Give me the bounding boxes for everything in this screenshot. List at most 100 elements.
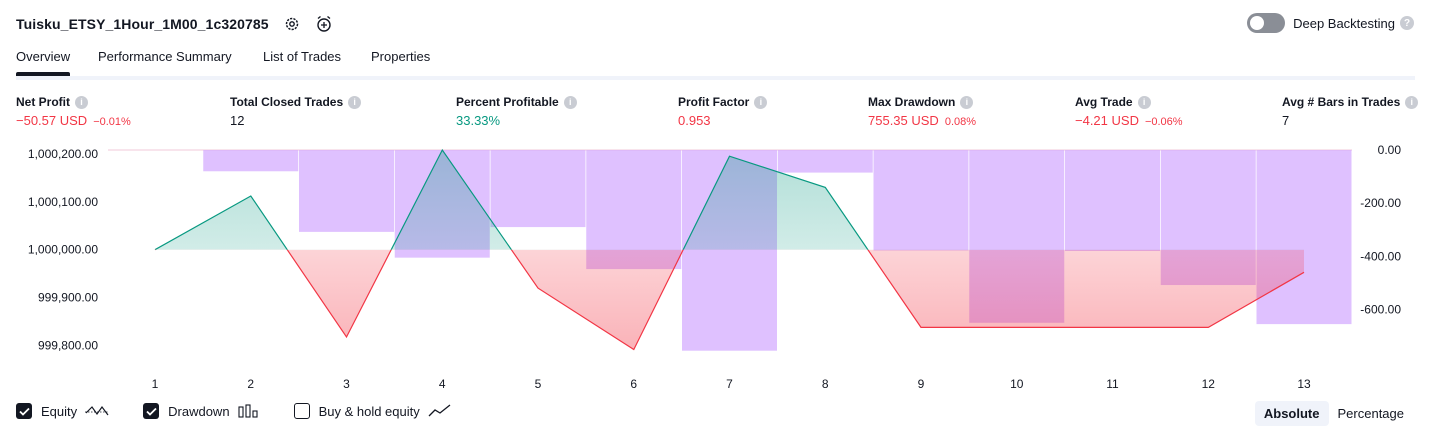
metric-label: Profit Factor i [678,94,768,110]
metric-label: Total Closed Trades i [230,94,362,110]
drawdown-bar [1065,150,1160,252]
legend-drawdown-label: Drawdown [168,403,230,419]
x-axis-tick: 9 [918,377,925,391]
metric-label-text: Avg # Bars in Trades [1282,95,1401,109]
equity-line-profit [154,148,869,250]
x-axis-tick: 10 [1010,377,1024,391]
metric-value-text: −50.57 USD [16,113,88,128]
metric-card: Net Profit i −50.57 USD −0.01% [16,94,131,129]
chart-legend: Equity Drawdown Buy & hold equity [16,403,486,419]
x-axis-tick: 5 [535,377,542,391]
equity-area-loss [287,249,1304,350]
tab-overview[interactable]: Overview [16,49,71,76]
metric-label-text: Max Drawdown [868,95,956,109]
legend-equity-label: Equity [41,403,78,419]
metric-label-text: Profit Factor [678,95,750,109]
metric-value: 0.953 [678,113,767,129]
info-icon[interactable]: i [1405,95,1419,109]
metric-label: Percent Profitable i [456,94,577,110]
tab-properties[interactable]: Properties [371,49,431,64]
buy-hold-checkbox[interactable] [293,403,310,419]
gear-icon[interactable] [283,15,301,33]
left-axis-tick: 1,000,100.00 [28,195,98,209]
left-axis-tick: 999,800.00 [38,339,98,353]
metric-percent: −0.01% [93,116,131,128]
x-axis-tick: 2 [247,377,254,391]
x-axis-tick: 8 [822,377,829,391]
equity-area-profit [155,150,1304,250]
deep-backtesting-label: Deep Backtesting [1293,15,1395,31]
percentage-button[interactable]: Percentage [1337,406,1405,421]
x-axis-tick: 3 [343,377,350,391]
metric-value: 12 [230,113,361,129]
info-icon[interactable]: i [960,95,974,109]
metric-label: Avg Trade i [1075,94,1183,110]
legend-drawdown[interactable]: Drawdown [143,403,259,419]
metric-value: 7 [1282,113,1418,129]
info-icon[interactable]: i [563,95,577,109]
x-axis-tick: 6 [630,377,637,391]
info-icon[interactable]: i [348,95,362,109]
left-axis-tick: 1,000,000.00 [28,243,98,257]
absolute-button[interactable]: Absolute [1254,401,1329,426]
right-axis-tick: -600.00 [1360,302,1401,316]
metric-label-text: Percent Profitable [456,95,559,109]
x-axis-tick: 1 [152,377,159,391]
x-axis-tick: 13 [1297,377,1311,391]
metric-percent: 0.08% [944,116,977,128]
x-axis-tick: 12 [1202,377,1216,391]
metric-card: Profit Factor i 0.953 [678,94,768,129]
help-icon[interactable]: ? [1400,16,1414,30]
metric-value: −4.21 USD −0.06% [1075,113,1183,129]
metric-percent: −0.06% [1144,116,1183,128]
metric-card: Percent Profitable i 33.33% [456,94,577,129]
metric-value-text: 755.35 USD [868,113,939,128]
left-axis-tick: 1,000,200.00 [28,147,98,161]
metric-label-text: Avg Trade [1075,95,1133,109]
legend-buy-hold-label: Buy & hold equity [318,403,420,419]
metric-value-text: −4.21 USD [1075,113,1139,128]
drawdown-bars-icon [238,404,260,418]
drawdown-bar [777,150,873,173]
tab-list-of-trades[interactable]: List of Trades [263,49,342,64]
x-axis-tick: 4 [439,377,446,391]
equity-line-icon [85,404,110,418]
info-icon[interactable]: i [75,95,88,109]
right-axis-tick: -200.00 [1360,196,1401,210]
alarm-clock-plus-icon[interactable] [315,15,333,33]
metric-label-text: Net Profit [16,95,70,109]
right-axis-tick: -400.00 [1360,249,1401,263]
drawdown-bar [1256,150,1352,325]
x-axis-tick: 11 [1106,377,1119,391]
legend-buy-hold[interactable]: Buy & hold equity [293,403,452,419]
metric-value-text: 33.33% [456,113,501,128]
equity-checkbox[interactable] [16,403,32,419]
metric-label: Avg # Bars in Trades i [1282,94,1419,110]
left-axis-tick: 999,900.00 [38,291,98,305]
metric-value: 755.35 USD 0.08% [868,113,976,129]
strategy-title: Tuisku_ETSY_1Hour_1M00_1c320785 [16,16,269,32]
equity-line-loss [155,249,1305,351]
metric-card: Avg Trade i −4.21 USD −0.06% [1075,94,1183,129]
drawdown-bar [586,150,682,270]
value-mode-switch: Absolute Percentage [1254,401,1413,426]
metric-value-text: 12 [230,113,245,128]
tab-bar: Overview Performance Summary List of Tra… [16,44,1415,80]
drawdown-checkbox[interactable] [143,403,160,419]
drawdown-bar [490,150,586,228]
right-axis-tick: 0.00 [1378,143,1402,157]
metric-value-text: 7 [1282,113,1290,128]
tab-performance-summary[interactable]: Performance Summary [98,49,232,64]
legend-equity[interactable]: Equity [16,403,110,419]
info-icon[interactable]: i [754,95,768,109]
drawdown-bar [873,150,969,251]
deep-backtesting-toggle[interactable] [1247,13,1286,33]
drawdown-bar [299,150,394,232]
equity-drawdown-chart: 1,000,200.00 1,000,100.00 1,000,000.00 999,… [28,143,1402,391]
toggle-knob [1250,16,1265,30]
info-icon[interactable]: i [1137,95,1151,109]
metric-card: Avg # Bars in Trades i 7 [1282,94,1419,129]
strategy-header: Tuisku_ETSY_1Hour_1M00_1c320785 [16,12,333,36]
metric-label: Net Profit i [16,94,131,110]
metric-card: Max Drawdown i 755.35 USD 0.08% [868,94,976,129]
